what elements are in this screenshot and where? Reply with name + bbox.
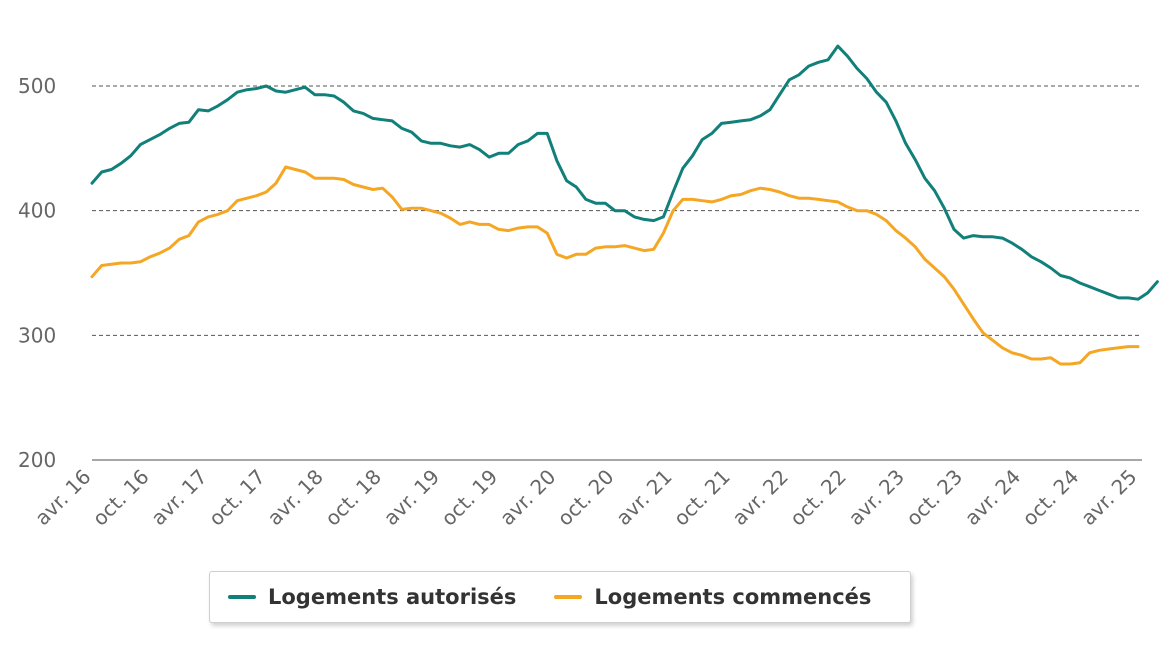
y-tick-label: 500 xyxy=(18,74,56,98)
series-line-autorises[interactable] xyxy=(90,44,1159,301)
legend-label-commences: Logements commencés xyxy=(594,585,872,609)
y-tick-label: 400 xyxy=(18,199,56,223)
legend-swatch-autorises xyxy=(228,595,256,599)
x-tick-label: oct. 16 xyxy=(88,465,154,531)
legend-item-commences[interactable]: Logements commencés xyxy=(554,585,871,609)
legend-label-autorises: Logements autorisés xyxy=(268,585,517,609)
x-tick-label: avr. 19 xyxy=(379,465,445,531)
x-tick-label: oct. 22 xyxy=(785,465,851,531)
x-tick-label: oct. 18 xyxy=(320,465,386,531)
y-tick-label: 200 xyxy=(18,448,56,472)
x-tick-label: avr. 25 xyxy=(1076,465,1142,531)
x-tick-label: oct. 21 xyxy=(669,465,735,531)
x-tick-label: avr. 20 xyxy=(495,465,561,531)
legend-item-autorises[interactable]: Logements autorisés xyxy=(228,585,516,609)
series-line-commences[interactable] xyxy=(90,165,1140,366)
x-tick-label: avr. 21 xyxy=(611,465,677,531)
x-tick-label: avr. 22 xyxy=(727,465,793,531)
x-tick-label: oct. 19 xyxy=(436,465,502,531)
legend: Logements autorisés Logements commencés xyxy=(209,571,911,623)
y-tick-label: 300 xyxy=(18,323,56,347)
x-tick-label: avr. 23 xyxy=(844,465,910,531)
x-tick-label: avr. 18 xyxy=(262,465,328,531)
series-lines xyxy=(90,44,1159,366)
x-tick-label: oct. 23 xyxy=(901,465,967,531)
x-tick-label: avr. 17 xyxy=(146,465,212,531)
x-tick-label: oct. 24 xyxy=(1017,465,1083,531)
x-tick-label: oct. 20 xyxy=(553,465,619,531)
x-tick-label: avr. 24 xyxy=(960,465,1026,531)
x-tick-label: oct. 17 xyxy=(204,465,270,531)
legend-swatch-commences xyxy=(554,595,583,599)
gridlines xyxy=(92,85,1142,461)
x-tick-label: avr. 16 xyxy=(30,465,96,531)
